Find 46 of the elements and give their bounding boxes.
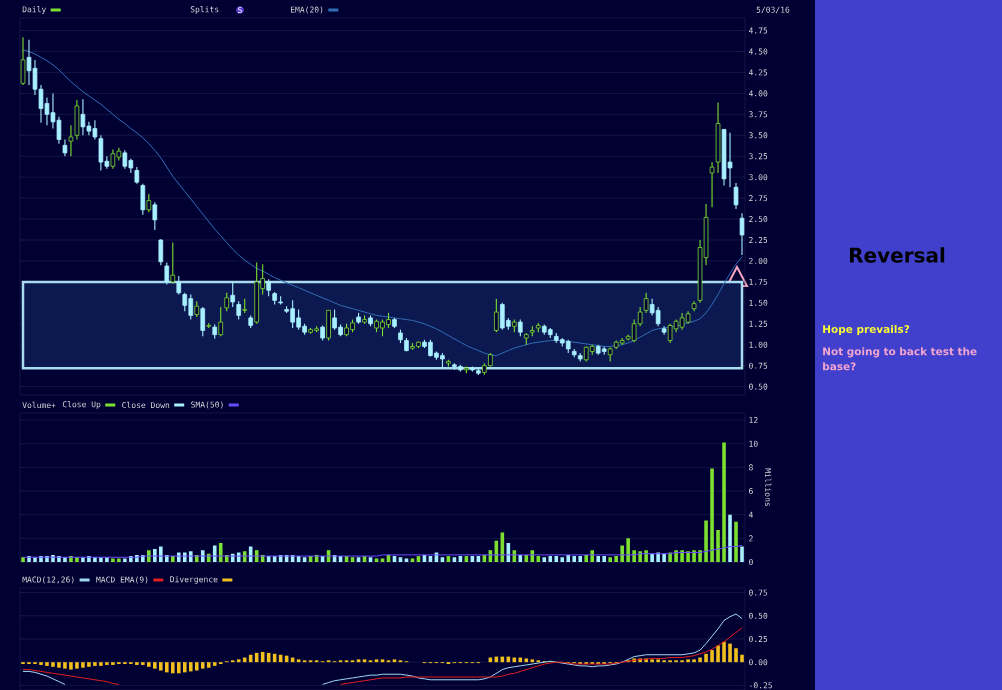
y-tick-label: 0 [749,558,753,566]
legend-label: MACD(12,26) [22,576,74,584]
text: Not going to back test the base? [823,347,977,371]
y-tick-label: 2.50 [749,216,768,223]
y-tick-label: 0.75 [749,589,768,596]
y-tick-label: 0.50 [749,383,768,390]
y-tick-label: 0.25 [749,635,768,643]
chart-title: Daily [22,6,46,14]
y-tick-label: 3.50 [749,132,768,139]
y-tick-label: 0.50 [749,612,768,619]
text: Hope prevails? [823,324,910,336]
y-tick-label: 0.00 [749,659,768,666]
legend-title: Volume+ [22,401,56,409]
y-tick-label: 1.00 [749,341,768,348]
y-tick-label: 2.25 [749,236,768,244]
text: S [238,6,242,14]
text: Splits [190,6,219,14]
legend-label: SMA(50) [191,401,223,409]
y-tick-label: 1.75 [749,278,768,285]
y-axis-title: Millions [765,468,772,506]
y-tick-label: 2.00 [749,257,768,264]
legend-label: Divergence [170,576,218,584]
y-tick-label: 10 [749,440,758,447]
y-tick-label: 4.25 [748,69,768,76]
y-tick-label: 4 [748,511,753,518]
legend-label: Close Up [62,401,101,409]
y-tick-label: 3.00 [749,174,768,181]
y-tick-label: 2.75 [749,195,768,202]
y-tick-label: 2 [749,535,753,542]
legend-label: MACD EMA(9) [96,576,148,584]
y-tick-label: 12 [749,417,758,424]
y-tick-label: 3.25 [749,153,768,160]
y-tick-label: 1.50 [749,299,768,306]
legend-label: Close Down [122,401,170,409]
y-tick-label: 8 [749,464,753,471]
text: Reversal [849,247,945,263]
y-tick-label: 4.50 [748,48,768,55]
y-tick-label: 4.00 [748,90,768,97]
y-tick-label: 3.75 [749,111,768,118]
y-tick-label: -0.25 [749,682,772,689]
y-tick-label: 0.75 [749,362,768,369]
text: 5/03/16 [756,6,790,14]
y-tick-label: 6 [749,488,753,495]
legend-label: EMA(20) [290,6,323,14]
y-tick-label: 1.25 [749,320,768,327]
y-tick-label: 4.75 [748,27,768,34]
